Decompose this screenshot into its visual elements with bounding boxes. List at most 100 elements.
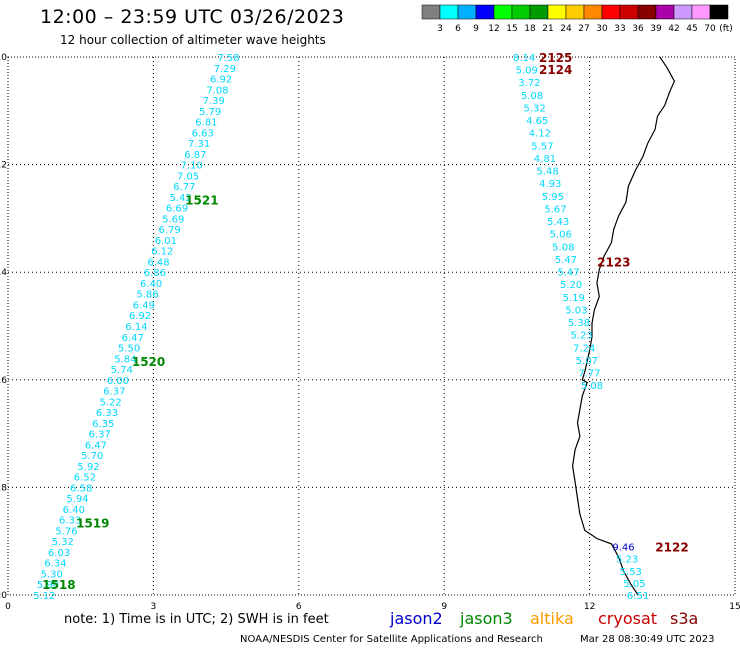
swh-value: 5.32 <box>523 103 545 114</box>
x-tick-label: 9 <box>441 602 447 612</box>
swh-value: 5.47 <box>555 255 577 266</box>
y-tick-label: -20 <box>0 591 7 601</box>
x-tick-label: 12 <box>584 602 595 612</box>
pass-number: 1519 <box>76 516 109 530</box>
y-tick-label: -14 <box>0 268 7 278</box>
colorbar-swatch <box>529 4 549 20</box>
swh-value: 5.12 <box>33 591 55 602</box>
colorbar-label: 45 <box>686 24 697 34</box>
swh-value: 6.35 <box>92 419 114 430</box>
swh-value: 7.24 <box>573 343 595 354</box>
colorbar-label: 3 <box>437 24 443 34</box>
swh-value: 7.29 <box>214 64 236 75</box>
swh-value: 5.43 <box>547 217 569 228</box>
swh-value: 6.48 <box>147 257 169 268</box>
swh-value: 6.51 <box>627 591 649 602</box>
pass-number: 2124 <box>539 63 572 77</box>
swh-value: 5.86 <box>136 290 158 301</box>
colorbar-label: 70 <box>704 24 716 34</box>
swh-value: 7.10 <box>181 161 203 172</box>
swh-value: 5.09 <box>516 66 538 77</box>
swh-value: 5.22 <box>100 397 122 408</box>
colorbar-swatch <box>691 4 711 20</box>
x-tick-label: 0 <box>5 602 11 612</box>
coastline-path <box>571 56 676 596</box>
swh-value: 5.79 <box>199 107 221 118</box>
credit-line: NOAA/NESDIS Center for Satellite Applica… <box>240 634 543 645</box>
swh-value: 4.65 <box>526 116 548 127</box>
swh-value: 7.39 <box>203 96 225 107</box>
colorbar-swatch <box>475 4 495 20</box>
grid-lines <box>8 57 735 595</box>
swh-value: 7.08 <box>206 85 228 96</box>
swh-value: 5.32 <box>52 537 74 548</box>
colorbar-swatch <box>637 4 657 20</box>
swh-value: 6.12 <box>151 247 173 258</box>
colorbar-swatch <box>619 4 639 20</box>
colorbar-label: 33 <box>614 24 625 34</box>
colorbar-label: 9 <box>473 24 479 34</box>
colorbar-swatch <box>673 4 693 20</box>
x-tick-label: 6 <box>296 602 302 612</box>
colorbar-label: 30 <box>596 24 608 34</box>
swh-value: 6.37 <box>88 430 110 441</box>
colorbar-label: 18 <box>524 24 536 34</box>
pass-number: 2123 <box>597 255 630 269</box>
swh-value: 6.40 <box>140 279 162 290</box>
colorbar-unit: (ft) <box>719 24 733 34</box>
swh-value: 5.30 <box>41 569 63 580</box>
colorbar-swatch <box>421 4 441 20</box>
swh-value: 5.76 <box>55 526 77 537</box>
swh-value: 6.52 <box>74 473 96 484</box>
y-tick-label: -18 <box>0 483 7 493</box>
colorbar-label: 21 <box>542 24 553 34</box>
swh-value: 6.86 <box>144 268 166 279</box>
swh-value: 7.05 <box>177 171 199 182</box>
swh-value: 6.92 <box>210 75 232 86</box>
swh-value: 7.58 <box>217 53 239 64</box>
swh-value: 6.92 <box>129 311 151 322</box>
swh-value: 5.08 <box>552 242 574 253</box>
y-tick-label: -10 <box>0 53 7 63</box>
colorbar-label: 15 <box>506 24 517 34</box>
y-tick-label: -16 <box>0 376 7 386</box>
swh-value: 6.77 <box>173 182 195 193</box>
axes: 0 3 6 9 12 15 -20 -18 -16 -14 -12 -10 <box>0 53 740 612</box>
pass-number: 1520 <box>132 355 165 369</box>
colorbar-label: 12 <box>488 24 499 34</box>
swh-value: 5.67 <box>544 204 566 215</box>
swh-value: 5.07 <box>576 356 598 367</box>
colorbar-label: 36 <box>632 24 644 34</box>
pass-number: 2122 <box>655 541 688 555</box>
swh-value: 5.74 <box>111 365 133 376</box>
swh-value: 3.72 <box>518 78 540 89</box>
swh-value: 5.53 <box>620 567 642 578</box>
colorbar-swatch <box>583 4 603 20</box>
legend-cryosat: cryosat <box>598 609 658 628</box>
swh-value: 5.84 <box>114 354 136 365</box>
swh-value: 5.70 <box>81 451 103 462</box>
swh-value: 6.01 <box>155 236 177 247</box>
swh-value: 5.47 <box>557 268 579 279</box>
swh-value: 5.08 <box>581 381 603 392</box>
colorbar-swatch <box>709 4 729 20</box>
swh-value: 6.34 <box>44 559 66 570</box>
swh-value: 5.03 <box>565 305 587 316</box>
swh-value: 7.31 <box>188 139 210 150</box>
swh-value: 6.40 <box>63 505 85 516</box>
swh-value: 6.69 <box>166 204 188 215</box>
swh-value: 6.58 <box>70 483 92 494</box>
colorbar-legend: 3 6 9 12 15 18 21 24 27 30 33 36 39 42 45 70 (ft) <box>421 4 733 34</box>
swh-value: 5.06 <box>550 230 572 241</box>
swh-value: 4.12 <box>529 129 551 140</box>
pass-number: 1521 <box>185 194 218 208</box>
swh-value: 5.38 <box>568 318 590 329</box>
colorbar-label: 42 <box>668 24 679 34</box>
colorbar-label: 27 <box>578 24 589 34</box>
swh-value: 5.94 <box>66 494 88 505</box>
coastline <box>571 56 676 596</box>
x-tick-label: 15 <box>729 602 740 612</box>
swh-value: 5.19 <box>563 293 585 304</box>
swh-value: 5.69 <box>162 214 184 225</box>
